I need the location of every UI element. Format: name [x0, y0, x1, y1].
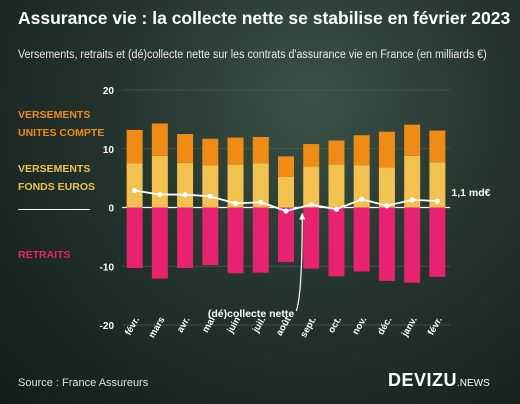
bar-unites-compte [429, 130, 446, 163]
bar-retraits [353, 207, 370, 272]
bar-retraits [429, 207, 446, 277]
annotation-arrow [295, 215, 303, 312]
bar-fonds-euros [404, 155, 421, 208]
brand-name: DEVIZU [388, 370, 458, 390]
net-collecte-point [434, 198, 440, 204]
legend-fe-line1: VERSEMENTS [18, 163, 91, 175]
bar-fonds-euros [278, 176, 294, 208]
x-tick-label: nov. [350, 315, 369, 337]
x-tick-label: déc. [375, 315, 394, 337]
legend-uc: VERSEMENTS UNITES COMPTE [18, 106, 104, 142]
bar-unites-compte [126, 129, 143, 164]
bar-fonds-euros [126, 163, 143, 208]
y-tick-label: 10 [103, 145, 115, 156]
legend-net-line-sample [18, 209, 90, 210]
y-tick-label: -10 [100, 262, 115, 273]
legend-fonds-euros: VERSEMENTS FONDS EUROS [18, 160, 95, 196]
bar-unites-compte [252, 137, 269, 164]
x-tick-label: févr. [123, 315, 142, 337]
net-collecte-point [232, 200, 239, 206]
x-tick-label: avr. [175, 315, 193, 335]
bar-fonds-euros [429, 162, 446, 208]
chart-subtitle: Versements, retraits et (dé)collecte net… [18, 49, 487, 61]
bar-unites-compte [353, 135, 370, 166]
bar-retraits [252, 207, 269, 273]
legend-uc-line2: UNITES COMPTE [18, 127, 105, 139]
net-annotation-label: (dé)collecte nette [208, 308, 295, 320]
brand-suffix: .NEWS [457, 378, 490, 389]
bar-unites-compte [404, 124, 421, 156]
legend-retraits: RETRAITS [18, 249, 71, 261]
bar-fonds-euros [378, 167, 395, 208]
bar-unites-compte [177, 134, 194, 163]
bar-fonds-euros [151, 155, 168, 208]
net-collecte-point [333, 206, 340, 212]
legend-uc-line1: VERSEMENTS [18, 109, 91, 121]
bar-retraits [227, 207, 244, 274]
bar-retraits [177, 207, 194, 269]
bar-retraits [151, 207, 168, 279]
bar-retraits [202, 207, 219, 266]
y-tick-label: -20 [100, 321, 115, 332]
bar-unites-compte [151, 123, 168, 156]
net-collecte-point [359, 196, 365, 202]
bar-unites-compte [378, 131, 395, 168]
net-collecte-point [258, 199, 264, 205]
bar-retraits [378, 207, 395, 281]
bar-fonds-euros [303, 166, 320, 208]
annotation-arrowhead [299, 212, 306, 220]
net-collecte-point [157, 191, 163, 198]
bar-fonds-euros [202, 165, 219, 208]
x-tick-label: sept. [298, 315, 319, 340]
bar-unites-compte [303, 144, 320, 167]
x-tick-label: mars [147, 315, 168, 340]
bar-fonds-euros [227, 164, 244, 208]
x-tick-label: oct. [326, 315, 344, 335]
bar-retraits [126, 207, 143, 269]
source-note: Source : France Assureurs [18, 377, 149, 389]
x-tick-label: janv. [399, 315, 420, 340]
chart-title: Assurance vie : la collecte nette se sta… [18, 8, 511, 28]
net-collecte-point [182, 191, 188, 198]
bar-unites-compte [328, 140, 345, 165]
brand-logo: DEVIZU.NEWS [388, 370, 490, 391]
net-collecte-point [409, 197, 415, 203]
bar-unites-compte [227, 137, 244, 165]
bar-fonds-euros [328, 164, 345, 208]
bar-fonds-euros [252, 163, 269, 208]
net-collecte-point [132, 187, 138, 194]
y-tick-label: 0 [108, 204, 114, 215]
bar-retraits [328, 207, 345, 277]
bar-fonds-euros [353, 165, 370, 208]
y-tick-label: 20 [103, 86, 115, 97]
bar-unites-compte [202, 138, 219, 166]
bar-unites-compte [278, 156, 294, 177]
last-value-label: 1,1 md€ [451, 187, 490, 199]
net-collecte-point [308, 201, 314, 208]
legend-fe-line2: FONDS EUROS [18, 181, 96, 193]
bar-retraits [278, 207, 294, 263]
net-collecte-point [207, 193, 213, 199]
bar-fonds-euros [177, 162, 194, 208]
x-tick-label: févr. [426, 315, 445, 337]
net-collecte-point [384, 203, 390, 209]
bar-retraits [404, 207, 421, 283]
net-collecte-point [283, 208, 289, 214]
bar-retraits [303, 207, 320, 269]
